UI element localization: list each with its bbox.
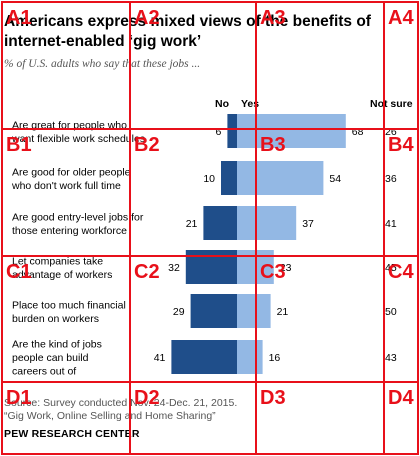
grid-label-c4: C4: [388, 261, 414, 283]
grid-label-c3: C3: [260, 261, 286, 283]
data-label-no: 41: [154, 352, 166, 364]
bar-no: [221, 161, 237, 195]
bar-no: [190, 294, 237, 328]
data-label-no: 29: [173, 306, 185, 318]
grid-label-b3: B3: [260, 134, 286, 156]
grid-label-d3: D3: [260, 387, 286, 409]
data-label-not-sure: 36: [385, 173, 397, 185]
bar-no: [203, 206, 237, 240]
data-label-yes: 16: [269, 352, 281, 364]
data-label-no: 32: [168, 262, 180, 274]
pew-research-center-logo: PEW RESEARCH CENTER: [4, 428, 140, 440]
grid-label-b4: B4: [388, 134, 414, 156]
data-label-yes: 68: [352, 126, 364, 138]
data-label-not-sure: 41: [385, 218, 397, 230]
grid-label-d2: D2: [134, 387, 160, 409]
category-label: Are good for older people: [12, 166, 131, 178]
column-header-not-sure: Not sure: [370, 98, 413, 110]
grid-label-d1: D1: [6, 387, 32, 409]
category-label: Are the kind of jobs: [12, 339, 102, 351]
category-label: careers out of: [12, 366, 76, 378]
bar-no: [185, 250, 237, 284]
category-label: who don't work full time: [11, 180, 121, 192]
data-label-no: 21: [186, 218, 198, 230]
data-label-no: 6: [216, 126, 222, 138]
source-note-line-2: “Gig Work, Online Selling and Home Shari…: [4, 410, 216, 422]
bar-yes: [237, 340, 263, 374]
grid-label-b1: B1: [6, 134, 32, 156]
data-label-not-sure: 43: [385, 352, 397, 364]
category-label: Are good entry-level jobs for: [12, 211, 144, 223]
grid-label-a1: A1: [6, 7, 32, 29]
grid-label-d4: D4: [388, 387, 414, 409]
category-label: those entering workforce: [12, 225, 127, 237]
bar-no: [171, 340, 237, 374]
category-label: Are great for people who: [12, 119, 127, 131]
bar-yes: [237, 206, 297, 240]
source-note-line-1: Source: Survey conducted Nov. 24-Dec. 21…: [4, 397, 238, 409]
category-label: burden on workers: [12, 313, 99, 325]
grid-label-a2: A2: [134, 7, 160, 29]
grid-label-a3: A3: [260, 7, 286, 29]
category-label: Place too much financial: [12, 299, 126, 311]
data-label-no: 10: [203, 173, 215, 185]
data-label-yes: 21: [277, 306, 289, 318]
bar-no: [227, 114, 237, 148]
bar-yes: [237, 294, 271, 328]
grid-label-c2: C2: [134, 261, 160, 283]
grid-label-c1: C1: [6, 261, 32, 283]
data-label-not-sure: 50: [385, 306, 397, 318]
column-header-no: No: [215, 98, 229, 110]
data-label-yes: 54: [329, 173, 341, 185]
bar-yes: [237, 114, 346, 148]
bar-yes: [237, 161, 324, 195]
column-header-yes: Yes: [241, 98, 259, 110]
grid-label-b2: B2: [134, 134, 160, 156]
data-label-yes: 37: [302, 218, 314, 230]
category-label: people can build: [12, 352, 89, 364]
grid-label-a4: A4: [388, 7, 414, 29]
